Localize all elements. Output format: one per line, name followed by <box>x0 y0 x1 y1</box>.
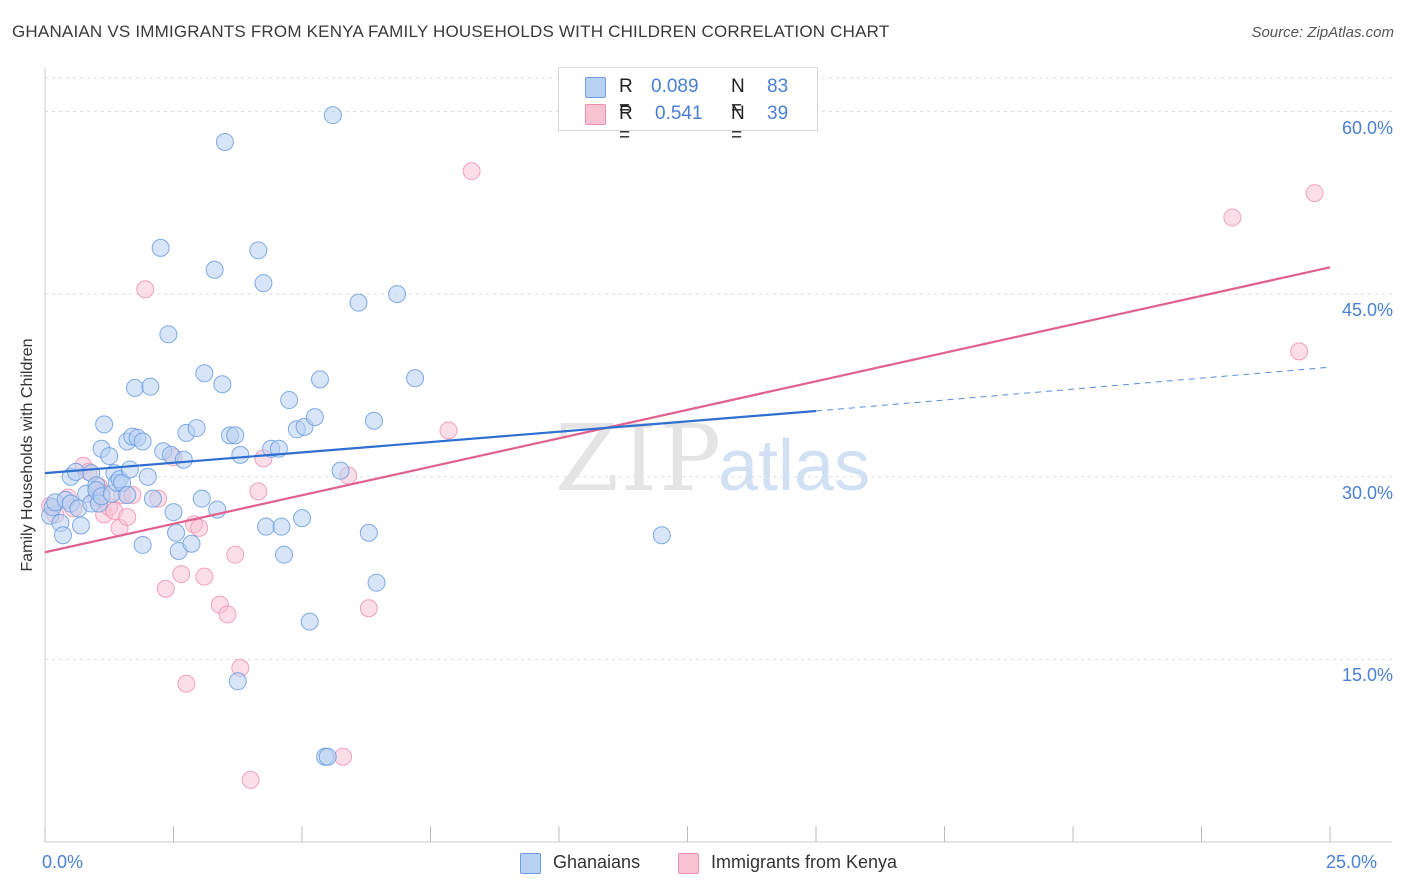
ghanaian-point <box>310 370 329 389</box>
ghanaian-point <box>71 516 90 535</box>
ghanaian-point <box>359 523 378 542</box>
y-tick-label: 30.0% <box>1341 482 1393 503</box>
kenya-point <box>334 747 353 766</box>
y-tick-label: 45.0% <box>1341 300 1393 321</box>
ghanaian-point <box>388 285 407 304</box>
kenya-point <box>226 545 245 564</box>
ghanaian-point <box>141 377 160 396</box>
ghanaian-point <box>95 415 114 434</box>
bottom-legend-label: Immigrants from Kenya <box>711 852 898 872</box>
ghanaian-points <box>41 106 671 766</box>
kenya-point <box>1223 208 1242 227</box>
ghanaian-point <box>187 419 206 438</box>
ghanaian-point <box>300 612 319 631</box>
ghanaian-point <box>174 450 193 469</box>
ghanaian-point <box>228 672 247 691</box>
correlation-legend: R = 0.089 N = 83 R = 0.541 N = 39 <box>558 67 818 146</box>
ghanaian-trend-extension <box>815 366 1331 412</box>
kenya-point <box>439 421 458 440</box>
ghanaian-trend-line <box>44 409 817 475</box>
kenya-point <box>136 280 155 299</box>
ghanaian-point <box>167 523 186 542</box>
axes <box>44 68 1392 843</box>
ghanaian-point <box>652 526 671 545</box>
watermark: ZIP atlas <box>555 405 870 512</box>
ghanaian-point <box>143 489 162 508</box>
kenya-point <box>1305 184 1324 203</box>
ghanaian-point <box>118 486 137 505</box>
legend-n-label: N = <box>731 103 745 146</box>
ghanaian-point <box>164 503 183 522</box>
ghanaian-point <box>195 364 214 383</box>
ghanaian-point <box>138 467 157 486</box>
ghanaian-point <box>53 526 72 545</box>
legend-n-value: 39 <box>767 103 789 124</box>
ghanaian-point <box>133 432 152 451</box>
ghanaian-point <box>192 489 211 508</box>
kenya-point <box>172 565 191 584</box>
kenya-point <box>118 507 137 526</box>
ghanaian-point <box>213 375 232 394</box>
ghanaian-point <box>249 241 268 260</box>
kenya-point <box>249 482 268 501</box>
kenya-point <box>462 162 481 181</box>
ghanaian-point <box>205 260 224 279</box>
watermark-atlas: atlas <box>718 426 870 506</box>
ghanaian-point <box>275 545 294 564</box>
legend-n-label: N = <box>731 76 745 119</box>
ghanaian-point <box>364 411 383 430</box>
ghanaian-point <box>367 573 386 592</box>
grid-lines <box>45 77 1392 660</box>
ghanaian-point <box>254 274 273 293</box>
ghanaian-point <box>305 408 324 427</box>
legend-r-value: 0.541 <box>655 103 703 124</box>
ghanaian-point <box>100 447 119 466</box>
source-label: Source: ZipAtlas.com <box>1251 24 1394 41</box>
ghanaian-point <box>272 517 291 536</box>
ghanaian-point <box>257 517 276 536</box>
x-tick-label-max: 25.0% <box>1326 852 1378 872</box>
legend-r-label: R = <box>619 103 633 146</box>
legend-swatch-blue <box>585 77 606 98</box>
ghanaian-point <box>151 238 170 257</box>
ghanaian-point <box>323 106 342 125</box>
kenya-point <box>218 605 237 624</box>
ghanaian-point <box>293 509 311 528</box>
kenya-point <box>241 770 260 789</box>
bottom-legend-swatch-blue <box>520 853 541 874</box>
ghanaian-point <box>406 369 425 388</box>
ghanaian-point <box>133 535 152 554</box>
ghanaian-point <box>125 378 144 397</box>
legend-r-label: R = <box>619 76 633 119</box>
ghanaian-point <box>182 534 201 553</box>
x-tick-label-min: 0.0% <box>42 852 84 872</box>
ghanaian-point <box>159 325 178 344</box>
ghanaian-point <box>318 747 337 766</box>
ghanaian-point <box>280 391 299 410</box>
ghanaian-point <box>231 445 250 464</box>
ghanaian-point <box>331 461 350 480</box>
legend-n-value: 83 <box>767 76 789 97</box>
chart-title: GHANAIAN VS IMMIGRANTS FROM KENYA FAMILY… <box>12 22 890 41</box>
ghanaian-point <box>120 460 139 479</box>
kenya-point <box>195 567 214 586</box>
kenya-point <box>177 674 196 693</box>
legend-r-value: 0.089 <box>651 76 699 97</box>
ghanaian-point <box>215 132 234 151</box>
kenya-point <box>190 518 209 537</box>
watermark-zip: ZIP <box>555 405 723 512</box>
trend-lines <box>44 266 1331 554</box>
kenya-point <box>359 599 378 618</box>
y-tick-label: 15.0% <box>1341 665 1393 686</box>
ghanaian-point <box>226 426 245 445</box>
kenya-point <box>156 579 175 598</box>
y-tick-label: 60.0% <box>1341 117 1393 138</box>
legend-swatch-pink <box>585 104 606 125</box>
bottom-legend-swatch-pink <box>678 853 699 874</box>
kenya-trend-line <box>44 266 1331 554</box>
bottom-legend-label: Ghanaians <box>553 852 641 872</box>
kenya-point <box>1290 342 1309 361</box>
ghanaian-point <box>349 293 368 312</box>
